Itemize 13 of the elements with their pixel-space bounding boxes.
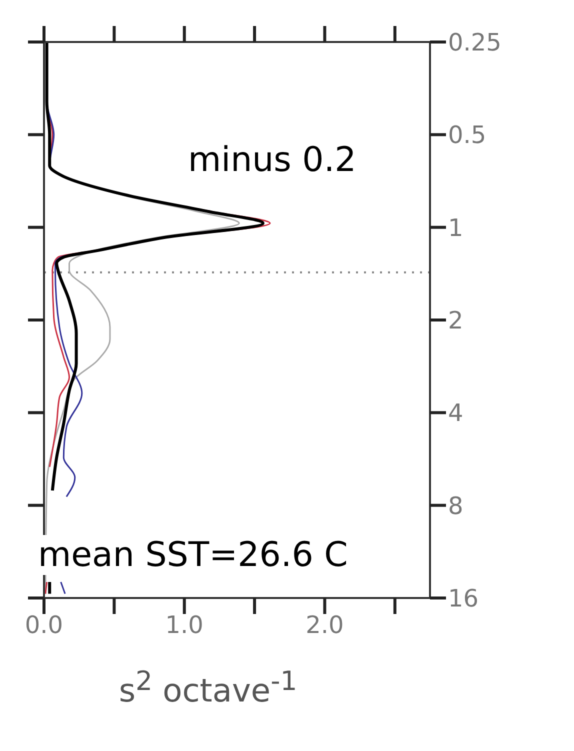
y-tick-label: 2 <box>448 306 464 335</box>
x-tick-label: 0.0 <box>24 611 64 640</box>
annotation: minus 0.2 <box>188 140 356 180</box>
y-tick-label: 0.25 <box>448 28 502 57</box>
y-tick-label: 8 <box>448 492 464 520</box>
y-tick-label: 16 <box>448 584 479 613</box>
x-tick-label: 2.0 <box>306 611 344 640</box>
x-axis-title: s$^{2}$ octave$^{-1}$ <box>118 666 298 710</box>
y-tick-label: 4 <box>448 399 464 428</box>
annotation: mean SST=26.6 C <box>38 535 352 575</box>
y-tick-label: 1 <box>448 214 464 242</box>
x-tick-label: 1.0 <box>165 611 204 640</box>
y-tick-label: 0.5 <box>448 121 486 150</box>
